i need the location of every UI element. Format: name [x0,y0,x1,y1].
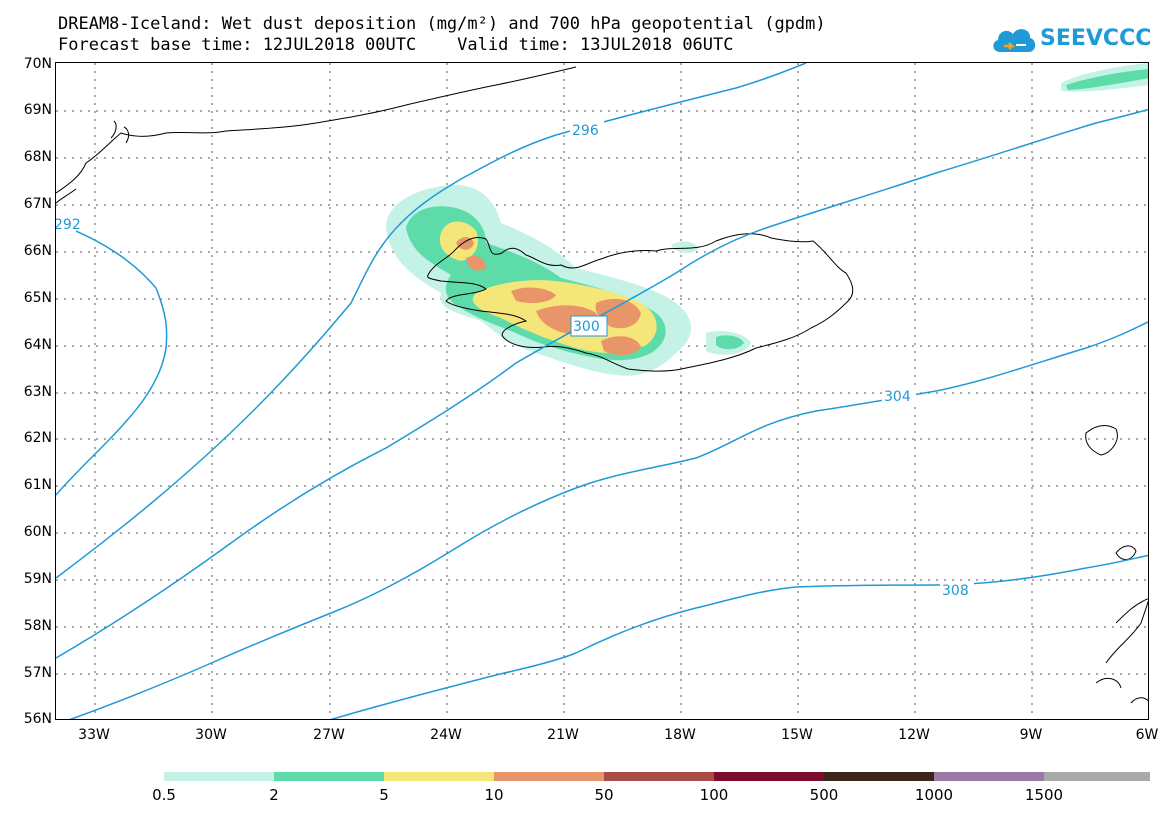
greenland-west-edge [56,188,77,204]
contour-300 [56,108,1148,659]
lat-label: 68N [23,149,52,165]
lat-label: 66N [23,243,52,259]
contour-label: 296 [572,123,599,139]
legend-label: 0.5 [152,786,176,804]
lat-label: 69N [23,102,52,118]
lat-label: 58N [23,618,52,634]
legend-swatch [714,772,824,781]
lat-label: 59N [23,571,52,587]
lat-label: 67N [23,196,52,212]
contour-label: 308 [942,583,969,599]
lon-label: 18W [664,727,696,743]
lat-label: 62N [23,430,52,446]
legend-swatch [934,772,1044,781]
lat-label: 56N [23,711,52,727]
contour-292 [56,222,168,496]
legend-label: 100 [699,786,729,804]
legend-label: 1500 [1024,786,1064,804]
legend-swatch [274,772,384,781]
lon-label: 24W [430,727,462,743]
dust-level-2-corner [1066,69,1148,90]
lon-label: 30W [195,727,227,743]
dust-level-0.5-north [671,241,698,254]
graticule [56,63,1148,719]
logo-text: SEEVCCC [1040,26,1152,51]
contour-label: 304 [884,389,911,405]
lat-label: 57N [23,665,52,681]
legend-label: 5 [379,786,389,804]
contour-label-group: 296 292 300 304 308 [56,121,974,599]
lat-label: 60N [23,524,52,540]
geopotential-contours [56,63,1148,719]
map-panel: 296 292 300 304 308 [55,62,1149,720]
legend-label: 10 [484,786,504,804]
lat-label: 61N [23,477,52,493]
dust-level-2-east [716,335,744,350]
contour-label: 292 [56,217,81,233]
greenland-coastline [56,66,577,194]
scotland-coastline [1105,598,1148,664]
legend-label: 2 [269,786,279,804]
faroe-islands [1085,425,1118,456]
lon-label: 12W [898,727,930,743]
dust-level-10-a [466,256,486,271]
lon-label: 33W [78,727,110,743]
lon-label: 15W [781,727,813,743]
dust-deposition-field [386,63,1148,376]
legend-swatch [494,772,604,781]
legend-swatch [604,772,714,781]
dust-level-10-e [601,336,641,356]
shetland-islands [1115,545,1137,560]
greenland-inlet-a [110,120,130,144]
dust-level-10 [456,237,474,250]
lon-label: 9W [1019,727,1043,743]
lat-label: 70N [23,56,52,72]
lat-label: 63N [23,384,52,400]
contour-296 [56,63,807,579]
contour-304 [69,321,1148,719]
cloud-icon [993,29,1036,52]
contour-308 [330,554,1148,719]
legend-label: 50 [594,786,614,804]
scotland-islands [1095,677,1148,704]
iceland-coastline [427,233,854,372]
map-canvas: 296 292 300 304 308 [56,63,1148,719]
legend-swatch [384,772,494,781]
lon-label: 21W [547,727,579,743]
lat-label: 64N [23,337,52,353]
contour-label: 300 [573,319,600,335]
legend-label: 1000 [914,786,954,804]
dust-level-10-b [511,287,556,303]
title-line-1: DREAM8-Iceland: Wet dust deposition (mg/… [58,14,826,34]
title-line-2: Forecast base time: 12JUL2018 00UTC Vali… [58,35,734,55]
lat-label: 65N [23,290,52,306]
seevccc-logo: SEEVCCC [990,20,1160,60]
legend-swatch [824,772,934,781]
coastlines [56,66,1148,704]
legend-label: 500 [809,786,839,804]
lon-label: 27W [313,727,345,743]
legend-swatch [164,772,274,781]
legend-swatch [1044,772,1150,781]
lon-label: 6W [1135,727,1159,743]
